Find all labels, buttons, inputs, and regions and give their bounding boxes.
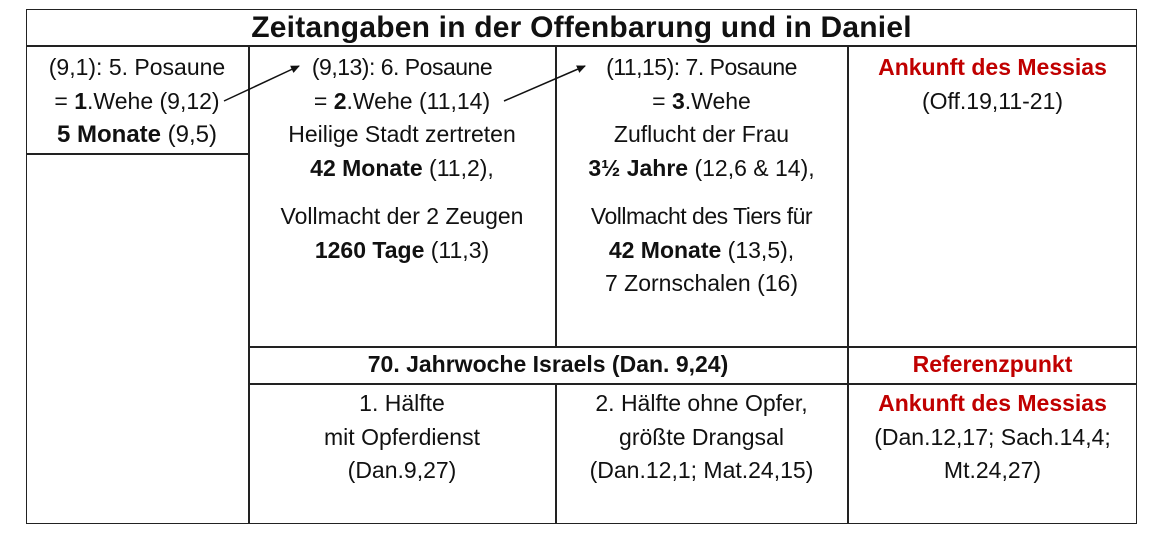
woe2-line: = 2.Wehe (11,14) [313,87,491,114]
col1-bottom-line [26,153,249,155]
42-months-beast-line: 42 Monate (13,5), [608,236,795,263]
second-half-line3: (Dan.12,1; Mat.24,15) [589,457,814,483]
row2-bottom-line [248,383,1137,385]
divider-col2 [555,45,557,346]
first-half-line3: (Dan.9,27) [347,457,457,483]
trumpet5-line: (9,1): 5. Posaune [48,54,226,80]
two-witnesses-line: Vollmacht der 2 Zeugen [280,203,524,229]
first-half-line1: 1. Hälfte [359,390,445,416]
second-half-line1: 2. Hälfte ohne Opfer, [595,390,808,416]
cell-7th-trumpet: (11,15): 7. Posaune = 3.Wehe Zuflucht de… [556,51,847,301]
cell-5th-trumpet: (9,1): 5. Posaune = 1.Wehe (9,12) 5 Mona… [26,51,248,152]
reference-line2: (Dan.12,17; Sach.14,4; [874,423,1111,450]
title-divider [26,45,1137,47]
cell-messiah-arrival: Ankunft des Messias (Off.19,11-21) [848,51,1137,118]
trumpet7-line: (11,15): 7. Posaune [606,54,797,80]
table-frame [26,9,1137,524]
page-title: Zeitangaben in der Offenbarung und in Da… [251,11,912,44]
first-half-line2: mit Opferdienst [324,423,480,450]
refuge-line: Zuflucht der Frau [613,121,790,147]
three-half-years-line: 3½ Jahre (12,6 & 14), [588,154,815,181]
arrow-woe1-to-trumpet6 [223,65,300,102]
42-months-line: 42 Monate (11,2), [310,154,494,181]
week-70-header: 70. Jahrwoche Israels (Dan. 9,24) [249,348,847,382]
divider-col3 [847,45,849,524]
cell-first-half: 1. Hälfte mit Opferdienst (Dan.9,27) [249,387,555,488]
divider-col2-lower [555,383,557,524]
woe1-line: = 1.Wehe (9,12) [54,87,220,114]
cell-6th-trumpet: (9,13): 6. Posaune = 2.Wehe (11,14) Heil… [249,51,555,267]
second-half-line2: größte Drangsal [619,423,784,450]
trumpet6-line: (9,13): 6. Posaune [311,54,493,80]
week-70-label: 70. Jahrwoche Israels (Dan. 9,24) [367,351,729,377]
divider-col1 [248,45,250,524]
1260-days-line: 1260 Tage (11,3) [314,236,490,263]
reference-header: Referenzpunkt [848,348,1137,382]
reference-line3: Mt.24,27) [943,457,1042,483]
messiah-ref-line: (Off.19,11-21) [921,87,1064,114]
holy-city-line: Heilige Stadt zertreten [288,121,516,147]
cell-second-half: 2. Hälfte ohne Opfer, größte Drangsal (D… [556,387,847,488]
woe3-line: = 3.Wehe [652,87,751,114]
five-months-line: 5 Monate (9,5) [56,121,218,148]
row2-top-line [248,346,1137,348]
reference-label: Referenzpunkt [912,351,1073,377]
messiah-arrival-label: Ankunft des Messias [878,54,1107,80]
arrow-woe2-to-trumpet7 [503,65,586,102]
bowls-line: 7 Zornschalen (16) [604,270,799,296]
cell-reference-point: Ankunft des Messias (Dan.12,17; Sach.14,… [848,387,1137,488]
beast-authority-line: Vollmacht des Tiers für [590,203,813,229]
reference-messiah-label: Ankunft des Messias [878,390,1107,416]
